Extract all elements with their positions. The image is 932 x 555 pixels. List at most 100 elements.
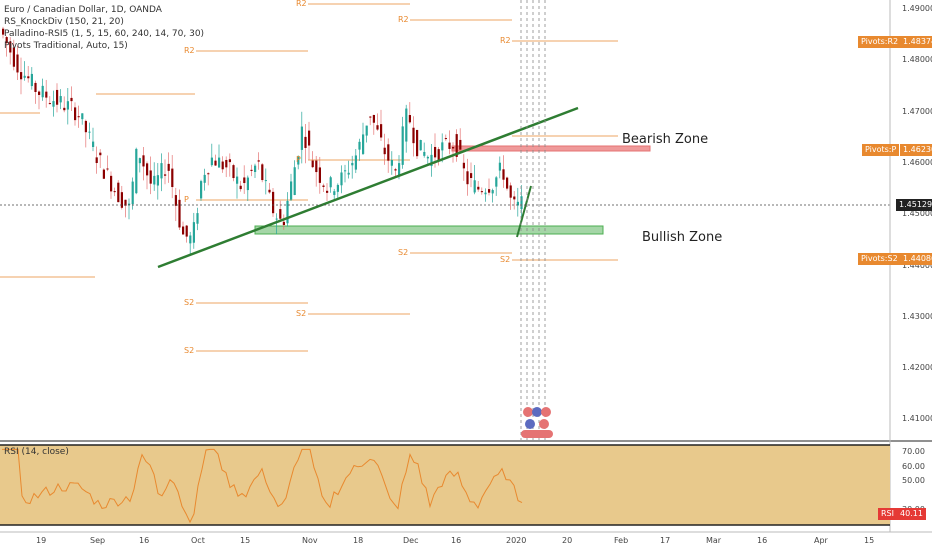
trendline[interactable]	[157, 106, 579, 269]
candle-body	[344, 170, 347, 172]
bearish-zone-label: Bearish Zone	[622, 132, 709, 147]
candle-body	[369, 116, 372, 118]
candle-body	[315, 160, 318, 173]
candle-body	[221, 161, 224, 170]
event-icons[interactable]	[521, 407, 553, 438]
time-tick: 20	[562, 536, 573, 545]
pivot-r2-tag: Pivots:R2	[858, 36, 902, 48]
time-tick: Nov	[302, 536, 318, 545]
candle-body	[243, 177, 246, 184]
pivot-s2-tag: Pivots:S2	[858, 253, 901, 265]
candle-body	[167, 163, 170, 171]
legend-indicator-1[interactable]: RS_KnockDiv (150, 21, 20)	[4, 17, 124, 27]
candle-body	[354, 155, 357, 170]
time-tick: 16	[757, 536, 768, 545]
candle-body	[390, 159, 393, 166]
candle-body	[358, 141, 361, 150]
candle-body	[156, 175, 159, 186]
price-tick: 1.49000	[902, 4, 932, 13]
candle-body	[88, 131, 91, 133]
bearish-zone	[451, 145, 651, 152]
candle-body	[81, 113, 84, 120]
candle-body	[120, 192, 123, 208]
candle-body	[160, 163, 163, 179]
candle-body	[52, 101, 55, 107]
candle-body	[20, 72, 23, 80]
candle-body	[282, 221, 285, 226]
candle-body	[23, 75, 26, 78]
candle-body	[365, 125, 368, 136]
candle-body	[45, 91, 48, 98]
candle-body	[63, 107, 66, 111]
candle-body	[347, 172, 350, 175]
legend-symbol[interactable]: Euro / Canadian Dollar, 1D, OANDA	[4, 5, 162, 15]
candle-body	[498, 162, 501, 171]
candle-body	[448, 142, 451, 149]
candle-body	[5, 37, 8, 44]
pivot-label: S2	[296, 309, 307, 318]
candle-body	[200, 181, 203, 199]
candle-body	[509, 185, 512, 198]
pivot-label: S2	[184, 298, 195, 307]
candle-body	[41, 85, 44, 98]
candle-body	[297, 156, 300, 165]
candle-body	[408, 115, 411, 123]
rsi-tick: 60.00	[902, 461, 925, 471]
candle-body	[333, 191, 336, 195]
candle-body	[387, 144, 390, 161]
candle-body	[419, 140, 422, 151]
candle-body	[304, 136, 307, 148]
candle-body	[466, 171, 469, 185]
pivot-label: R2	[184, 46, 195, 55]
rsi-tag: RSI	[878, 508, 897, 520]
candle-body	[236, 176, 239, 184]
time-tick: Apr	[814, 536, 828, 545]
candle-body	[74, 107, 77, 121]
candle-body	[214, 160, 217, 166]
candle-body	[437, 149, 440, 161]
candle-body	[264, 180, 267, 182]
candle-body	[444, 138, 447, 140]
candle-body	[225, 159, 228, 168]
time-tick: 16	[451, 536, 462, 545]
candle-body	[102, 169, 105, 179]
candle-body	[117, 182, 120, 203]
candle-body	[430, 154, 433, 167]
candle-body	[502, 169, 505, 180]
candle-body	[372, 114, 375, 123]
candle-body	[138, 158, 141, 164]
rsi-title[interactable]: RSI (14, close)	[4, 447, 69, 457]
time-tick: Sep	[90, 536, 106, 545]
candle-body	[470, 173, 473, 179]
time-tick: Oct	[191, 536, 205, 545]
pivot-label: S2	[500, 255, 511, 264]
candle-body	[246, 177, 249, 191]
candle-body	[239, 185, 242, 190]
candle-body	[38, 91, 41, 95]
candle-body	[329, 177, 332, 188]
legend-indicator-3[interactable]: Pivots Traditional, Auto, 15)	[4, 41, 128, 51]
candle-body	[70, 97, 73, 102]
projection-line[interactable]	[516, 185, 532, 238]
time-tick: Mar	[706, 536, 722, 545]
candle-body	[516, 201, 519, 206]
candle-body	[95, 157, 98, 164]
legend-indicator-2[interactable]: Palladino-RSI5 (1, 5, 15, 60, 240, 14, 7…	[4, 29, 205, 39]
candle-body	[210, 157, 213, 166]
candle-body	[462, 162, 465, 169]
candle-body	[268, 189, 271, 193]
candle-body	[228, 159, 231, 163]
candle-body	[491, 190, 494, 194]
pivot-s2-tag-label: Pivots:S2	[861, 254, 898, 263]
pivot-label: S2	[398, 248, 409, 257]
pivot-label: P	[184, 195, 189, 204]
time-tick: Feb	[614, 536, 629, 545]
candle-body	[30, 73, 33, 87]
candle-body	[9, 41, 12, 53]
price-tick: 1.43000	[902, 311, 932, 321]
rsi-band	[0, 445, 890, 525]
candle-body	[56, 89, 59, 105]
time-tick: 15	[240, 536, 251, 545]
